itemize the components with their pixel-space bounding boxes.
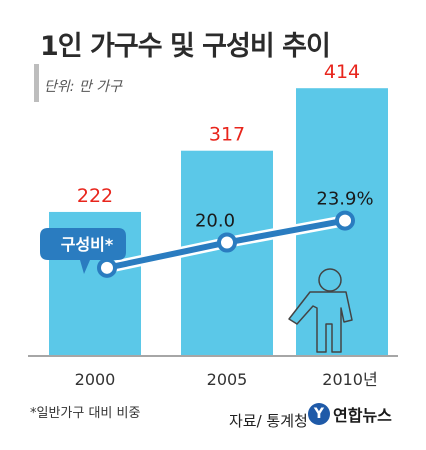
series-callout (40, 228, 126, 274)
unit-label: 단위: 만 가구 (44, 79, 123, 95)
ratio-point (217, 232, 237, 253)
bar-value-label: 222 (77, 185, 113, 207)
page-title: 1인 가구수 및 구성비 추이 (40, 31, 331, 62)
title-divider (34, 64, 39, 102)
yonhap-logo: Y 연합뉴스 (308, 402, 392, 426)
series-name-label: 구성비* (61, 235, 114, 254)
ratio-value-label: 20.0 (195, 211, 235, 232)
bar-value-label: 317 (209, 124, 245, 146)
person-icon-head (318, 268, 342, 292)
bar-value-label: 414 (324, 61, 360, 83)
logo-mark-icon: Y (308, 403, 330, 425)
footnote: *일반가구 대비 비중 (30, 406, 141, 421)
x-tick-label: 2005 (207, 370, 248, 389)
x-tick-label: 2010년 (322, 370, 377, 389)
logo-text: 연합뉴스 (333, 406, 392, 425)
source-label: 자료/ 통계청 (229, 412, 308, 430)
x-tick-label: 2000 (75, 370, 116, 389)
person-icon-body (288, 291, 353, 353)
ratio-point (97, 257, 117, 278)
ratio-point (335, 210, 355, 231)
ratio-value-label: 23.9% (316, 189, 373, 210)
